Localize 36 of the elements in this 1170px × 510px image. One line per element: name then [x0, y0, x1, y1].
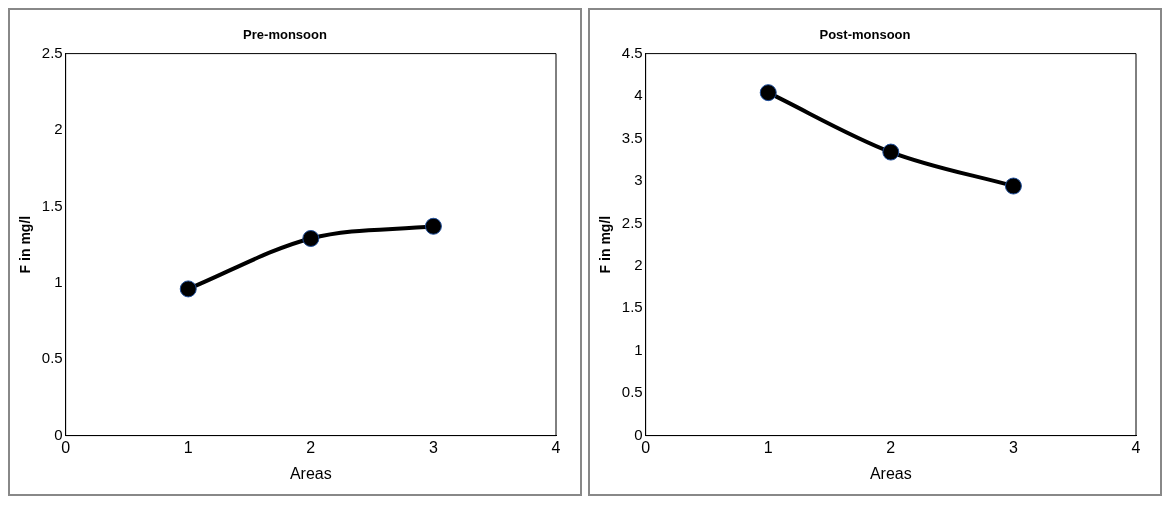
- point: [302, 229, 320, 247]
- x-tick-label: 4: [1131, 438, 1141, 456]
- y-axis-title: F in mg/l: [597, 215, 614, 274]
- y-axis-title: F in mg/l: [17, 215, 34, 274]
- chart-title: Pre-monsoon: [243, 27, 327, 43]
- x-axis-title: Areas: [289, 464, 332, 482]
- x-tick-label: 1: [763, 438, 773, 456]
- y-tick-label: 1.5: [41, 196, 63, 214]
- x-tick-label: 2: [886, 438, 896, 456]
- y-tick-label: 4.5: [621, 43, 643, 61]
- x-tick-label: 3: [428, 438, 438, 456]
- chart-title: Post-monsoon: [819, 27, 911, 43]
- x-tick-label: 2: [306, 438, 316, 456]
- y-tick-label: 0: [634, 425, 643, 443]
- point: [759, 84, 777, 102]
- point: [882, 143, 900, 161]
- point: [424, 217, 442, 235]
- x-tick-label: 4: [551, 438, 561, 456]
- y-tick-label: 1: [634, 340, 643, 358]
- x-axis-title: Areas: [869, 464, 912, 482]
- y-tick-label: 1: [54, 272, 63, 290]
- x-tick-label: 3: [1008, 438, 1018, 456]
- point: [1004, 177, 1022, 195]
- y-tick-label: 1.5: [621, 298, 643, 316]
- y-tick-label: 2: [54, 120, 63, 138]
- y-tick-label: 2: [634, 255, 643, 273]
- y-tick-label: 4: [634, 86, 643, 104]
- y-tick-label: 0.5: [41, 349, 63, 367]
- y-tick-label: 3.5: [621, 128, 643, 146]
- y-tick-label: 0.5: [621, 383, 643, 401]
- x-tick-label: 1: [183, 438, 193, 456]
- y-tick-label: 3: [634, 171, 643, 189]
- y-tick-label: 2.5: [41, 43, 63, 61]
- y-tick-label: 2.5: [621, 213, 643, 231]
- y-tick-label: 0: [54, 425, 63, 443]
- point: [179, 280, 197, 298]
